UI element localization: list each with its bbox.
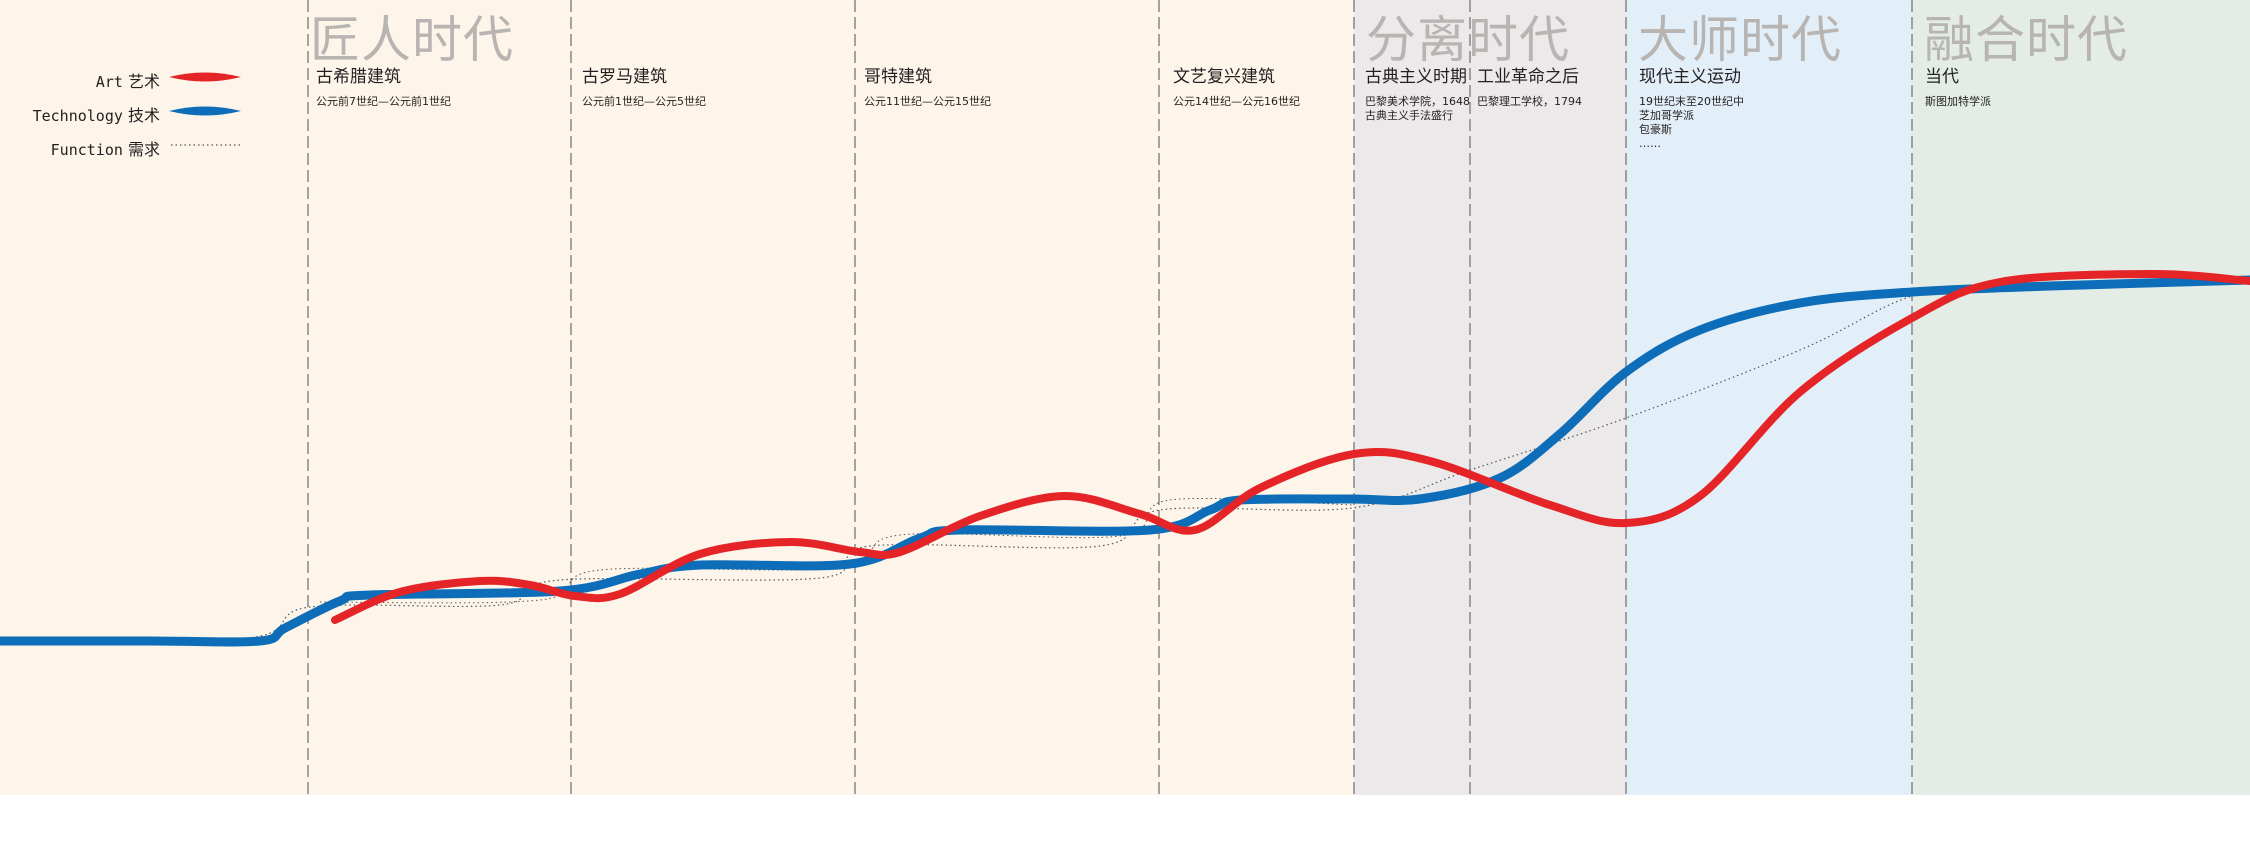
legend-swatch-art <box>169 72 241 82</box>
legend-label-zh: 艺术 <box>127 72 160 91</box>
period-subtitle-7: 19世纪末至20世纪中 芝加哥学派 包豪斯…… <box>1639 95 1744 151</box>
era-band-2 <box>1354 0 1626 795</box>
legend-label-zh: 技术 <box>127 106 160 125</box>
period-subtitle-line: 公元前1世纪—公元5世纪 <box>582 95 706 108</box>
legend-swatch-function <box>171 144 241 146</box>
legend-item-function: Function 需求 <box>0 136 160 160</box>
legend-lens-mark <box>169 72 241 82</box>
technology-curve <box>0 275 2250 647</box>
period-subtitle-line: 公元14世纪—公元16世纪 <box>1173 95 1300 108</box>
period-subtitle-4: 公元14世纪—公元16世纪 <box>1173 95 1300 109</box>
function-curve <box>0 280 2250 643</box>
era-band-3 <box>1626 0 1912 795</box>
period-subtitle-8: 斯图加特学派 <box>1925 95 1991 109</box>
era-title-1: 匠人时代 <box>310 11 514 69</box>
period-subtitle-line: 古典主义手法盛行 <box>1365 109 1453 122</box>
era-band-1 <box>0 0 1354 795</box>
period-subtitle-line: 包豪斯 <box>1639 123 1672 136</box>
period-subtitle-1: 公元前7世纪—公元前1世纪 <box>316 95 451 109</box>
legend-item-art: Art 艺术 <box>0 68 160 92</box>
legend-lens-mark <box>169 106 241 116</box>
era-title-3: 大师时代 <box>1638 11 1842 69</box>
period-title-3: 哥特建筑 <box>864 67 932 87</box>
period-subtitle-line: 公元前7世纪—公元前1世纪 <box>316 95 451 108</box>
period-subtitle-6: 巴黎理工学校，1794 <box>1477 95 1582 109</box>
period-title-8: 当代 <box>1925 67 1959 87</box>
period-title-1: 古希腊建筑 <box>316 67 401 87</box>
period-subtitle-3: 公元11世纪—公元15世纪 <box>864 95 991 109</box>
period-title-4: 文艺复兴建筑 <box>1173 67 1275 87</box>
period-subtitle-line: 巴黎理工学校，1794 <box>1477 95 1582 108</box>
legend-item-technology: Technology 技术 <box>0 102 160 126</box>
period-subtitle-2: 公元前1世纪—公元5世纪 <box>582 95 706 109</box>
era-band-4 <box>1912 0 2250 795</box>
era-title-4: 融合时代 <box>1924 11 2128 69</box>
period-title-6: 工业革命之后 <box>1477 67 1579 87</box>
period-subtitle-line: 19世纪末至20世纪中 <box>1639 95 1744 108</box>
legend-label-en: Art <box>95 73 123 91</box>
period-subtitle-line: 斯图加特学派 <box>1925 95 1991 108</box>
period-subtitle-line: 芝加哥学派 <box>1639 109 1694 122</box>
period-subtitle-line: 公元11世纪—公元15世纪 <box>864 95 991 108</box>
legend-label-en: Technology <box>32 107 123 125</box>
period-subtitle-5: 巴黎美术学院，1648 古典主义手法盛行 <box>1365 95 1470 123</box>
period-title-5: 古典主义时期 <box>1365 67 1467 87</box>
period-subtitle-line: 巴黎美术学院，1648 <box>1365 95 1470 108</box>
legend-label-en: Function <box>50 141 123 159</box>
legend-label-zh: 需求 <box>127 140 160 159</box>
legend-swatch-technology <box>169 106 241 116</box>
era-title-2: 分离时代 <box>1366 11 1570 69</box>
period-subtitle-line: …… <box>1639 137 1661 150</box>
period-title-2: 古罗马建筑 <box>582 67 667 87</box>
art-curve <box>331 269 2250 624</box>
period-title-7: 现代主义运动 <box>1639 67 1741 87</box>
